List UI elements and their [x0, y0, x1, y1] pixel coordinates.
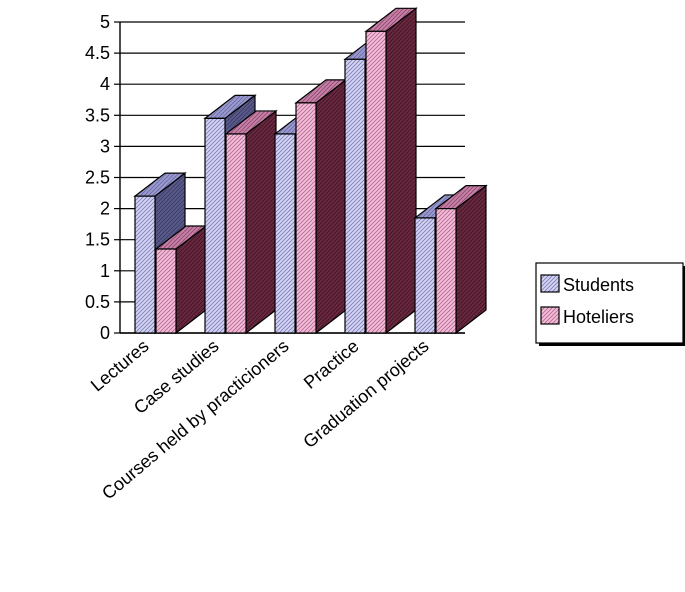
x-tick-label: Practice: [300, 336, 363, 393]
bar-hoteliers-2: [294, 78, 348, 335]
bar-front: [204, 117, 226, 334]
y-tick-label: 2.5: [85, 168, 110, 188]
bar-side: [385, 7, 417, 335]
y-tick-label: 1: [100, 261, 110, 281]
bar-front: [435, 208, 457, 334]
legend-label: Students: [563, 275, 634, 295]
legend-box: [535, 262, 684, 344]
x-tick-label: Lectures: [87, 336, 153, 396]
y-tick-label: 1.5: [85, 230, 110, 250]
bar-front: [344, 58, 366, 334]
y-tick-label: 0.5: [85, 292, 110, 312]
legend: Students Hoteliers: [535, 262, 685, 346]
y-tick-label: 4.5: [85, 43, 110, 63]
y-tick-label: 0: [100, 323, 110, 343]
bar-front: [134, 195, 156, 334]
bar-side: [245, 109, 277, 335]
bar-front: [414, 217, 436, 334]
bar-side: [455, 184, 487, 335]
y-tick-label: 3.5: [85, 105, 110, 125]
x-tick-label: Graduation projects: [299, 336, 432, 452]
y-tick-label: 5: [100, 12, 110, 32]
bar-front: [295, 102, 317, 334]
bar-hoteliers-4: [434, 184, 488, 335]
legend-swatch: [540, 306, 560, 325]
legend-label: Hoteliers: [563, 307, 634, 327]
bar-front: [155, 248, 177, 334]
bar-hoteliers-0: [154, 224, 208, 335]
legend-swatch: [540, 274, 560, 293]
bar-hoteliers-1: [224, 109, 278, 335]
axes: 0 0.5 1 1.5 2 2.5 3 3.5 4 4.5 5: [85, 12, 465, 343]
bar-front: [365, 30, 387, 334]
bar-front: [225, 133, 247, 334]
bar-side: [315, 78, 347, 335]
bars: [133, 7, 488, 335]
y-tick-label: 2: [100, 199, 110, 219]
y-tick-label: 4: [100, 74, 110, 94]
y-tick-label: 3: [100, 136, 110, 156]
bar-hoteliers-3: [364, 7, 418, 335]
bar-front: [274, 133, 296, 334]
